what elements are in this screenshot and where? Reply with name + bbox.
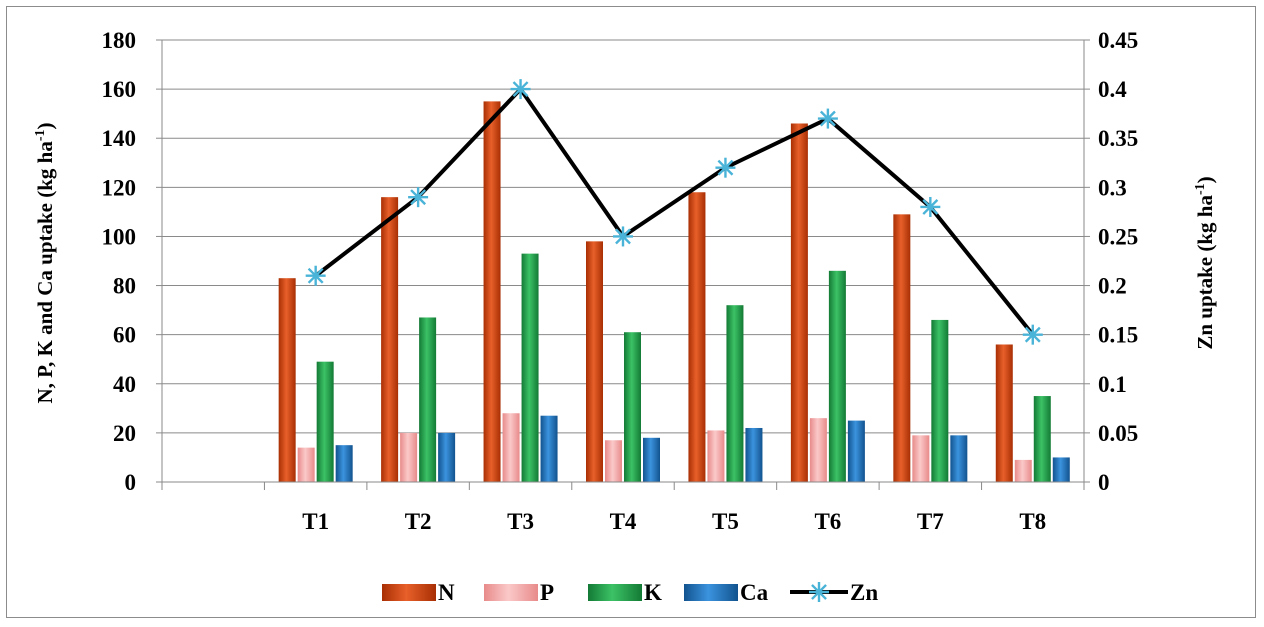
marker-stroke <box>717 159 734 176</box>
bar-ca <box>1052 457 1070 482</box>
zn-marker <box>408 187 429 208</box>
marker-stroke <box>410 189 427 206</box>
y2-tick-label: 0 <box>1098 470 1110 495</box>
chart-frame <box>6 6 1256 618</box>
category-label: T8 <box>1019 509 1046 534</box>
y-axis-title: N, P, K and Ca uptake (kg ha-1) <box>33 122 57 403</box>
bar-p <box>297 447 315 482</box>
bar-n <box>381 197 399 482</box>
bar-k <box>1033 396 1051 482</box>
category-label: T7 <box>917 509 944 534</box>
marker-stroke <box>819 110 836 127</box>
bar-p <box>912 435 930 482</box>
bar-n <box>483 101 501 482</box>
y-tick-label: 60 <box>113 323 136 348</box>
bar-ca <box>438 432 456 482</box>
bar-n <box>893 214 911 482</box>
legend: N P K Ca Zn <box>382 580 878 605</box>
y2-tick-label: 0.25 <box>1098 224 1138 249</box>
bar-k <box>521 253 539 482</box>
bar-ca <box>745 427 763 482</box>
bar-p <box>707 430 725 482</box>
zn-line <box>305 79 1043 345</box>
axes <box>156 39 1090 490</box>
marker-stroke <box>512 81 529 98</box>
y2-tick-label: 0.2 <box>1098 274 1127 299</box>
bar-p <box>1014 459 1032 482</box>
marker-stroke <box>307 267 324 284</box>
legend-swatch-p <box>484 584 538 601</box>
zn-series-line <box>314 85 1035 336</box>
marker-stroke <box>615 228 631 245</box>
y-tick-label: 80 <box>113 274 136 299</box>
y-tick-label: 20 <box>113 421 136 446</box>
y-tick-label: 160 <box>102 77 137 102</box>
bar-k <box>419 317 437 482</box>
category-label: T1 <box>302 509 329 534</box>
legend-label-n: N <box>438 580 455 605</box>
legend-label-k: K <box>644 580 662 605</box>
category-label: T4 <box>610 509 637 534</box>
bars <box>278 101 1070 482</box>
y-tick-label: 100 <box>102 224 137 249</box>
zn-marker <box>817 108 838 129</box>
legend-label-zn: Zn <box>850 580 878 605</box>
y2-tick-label: 0.15 <box>1098 323 1138 348</box>
legend-label-p: P <box>540 580 554 605</box>
bar-k <box>931 319 949 482</box>
bar-ca <box>643 437 660 482</box>
bar-ca <box>540 415 558 482</box>
legend-swatch-ca <box>684 584 738 601</box>
bar-k <box>316 361 334 482</box>
bar-n <box>995 344 1013 482</box>
bar-n <box>586 241 603 482</box>
zn-marker <box>1022 324 1043 345</box>
bar-n <box>790 123 808 482</box>
legend-label-ca: Ca <box>740 580 769 605</box>
gridlines <box>162 39 1084 434</box>
marker-stroke <box>1024 326 1041 343</box>
zn-marker <box>613 226 633 247</box>
y-tick-label: 140 <box>102 126 137 151</box>
y-tick-label: 0 <box>125 470 137 495</box>
legend-swatch-n <box>382 584 436 601</box>
marker-stroke <box>922 199 939 215</box>
zn-marker <box>510 79 531 100</box>
bar-k <box>624 332 641 482</box>
bar-ca <box>847 420 865 482</box>
legend-marker-zn <box>809 582 829 602</box>
y2-axis-title: Zn uptake (kg ha-1) <box>1193 176 1217 349</box>
y2-tick-label: 0.1 <box>1098 372 1127 397</box>
y-tick-label: 180 <box>102 28 137 53</box>
category-label: T3 <box>507 509 534 534</box>
zn-marker <box>920 196 941 217</box>
category-label: T5 <box>712 509 739 534</box>
y-tick-label: 120 <box>102 175 137 200</box>
y2-tick-label: 0.35 <box>1098 126 1138 151</box>
bar-p <box>502 413 520 482</box>
y2-tick-label: 0.4 <box>1098 77 1127 102</box>
category-label: T2 <box>405 509 432 534</box>
y2-tick-label: 0.05 <box>1098 421 1138 446</box>
category-labels: T1 T2 T3 T4 T5 T6 T7 T8 <box>302 509 1046 534</box>
bar-p <box>605 440 622 482</box>
y2-tick-label: 0.3 <box>1098 175 1127 200</box>
bar-n <box>278 278 296 482</box>
bar-k <box>828 270 846 482</box>
bar-k <box>726 305 744 482</box>
y-tick-label: 40 <box>113 372 136 397</box>
marker-stroke <box>811 584 827 600</box>
category-label: T6 <box>814 509 841 534</box>
bar-ca <box>335 445 353 482</box>
legend-swatch-k <box>588 584 642 601</box>
bar-n <box>688 192 706 482</box>
zn-marker <box>305 265 326 286</box>
bar-ca <box>950 435 968 482</box>
y2-tick-label: 0.45 <box>1098 28 1138 53</box>
bar-p <box>809 418 827 482</box>
bar-p <box>400 432 418 482</box>
zn-marker <box>715 157 736 178</box>
tick-labels: 0 20 40 60 80 100 120 140 160 180 0 0.05 0.1 0.15 0.2 0… <box>102 28 1139 495</box>
